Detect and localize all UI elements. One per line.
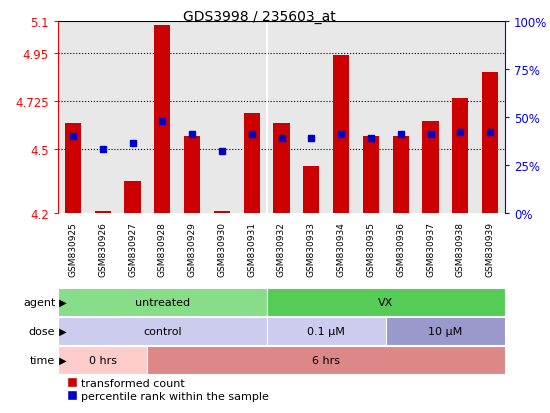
Text: GDS3998 / 235603_at: GDS3998 / 235603_at xyxy=(183,10,336,24)
Bar xyxy=(452,99,469,214)
Bar xyxy=(244,114,260,214)
Bar xyxy=(184,137,200,214)
Bar xyxy=(386,317,505,345)
Text: agent: agent xyxy=(23,297,55,307)
Text: 6 hrs: 6 hrs xyxy=(312,355,340,365)
Text: ▶: ▶ xyxy=(56,355,67,365)
Text: 0 hrs: 0 hrs xyxy=(89,355,117,365)
Text: ▶: ▶ xyxy=(56,297,67,307)
Bar xyxy=(65,124,81,214)
Bar xyxy=(147,346,505,374)
Bar xyxy=(214,211,230,214)
Legend: transformed count, percentile rank within the sample: transformed count, percentile rank withi… xyxy=(64,373,274,406)
Bar xyxy=(267,288,505,316)
Bar xyxy=(124,182,141,214)
Text: control: control xyxy=(143,326,182,336)
Bar xyxy=(303,167,320,214)
Text: ▶: ▶ xyxy=(56,326,67,336)
Bar xyxy=(267,317,386,345)
Bar xyxy=(333,56,349,214)
Bar xyxy=(58,346,147,374)
Bar xyxy=(95,211,111,214)
Bar xyxy=(154,26,170,214)
Bar xyxy=(58,317,267,345)
Text: VX: VX xyxy=(378,297,393,307)
Text: 0.1 μM: 0.1 μM xyxy=(307,326,345,336)
Text: untreated: untreated xyxy=(135,297,190,307)
Bar xyxy=(393,137,409,214)
Bar xyxy=(422,122,439,214)
Text: time: time xyxy=(30,355,55,365)
Bar xyxy=(362,137,379,214)
Text: 10 μM: 10 μM xyxy=(428,326,463,336)
Bar xyxy=(273,124,290,214)
Text: dose: dose xyxy=(29,326,55,336)
Bar xyxy=(482,73,498,214)
Bar xyxy=(58,288,267,316)
